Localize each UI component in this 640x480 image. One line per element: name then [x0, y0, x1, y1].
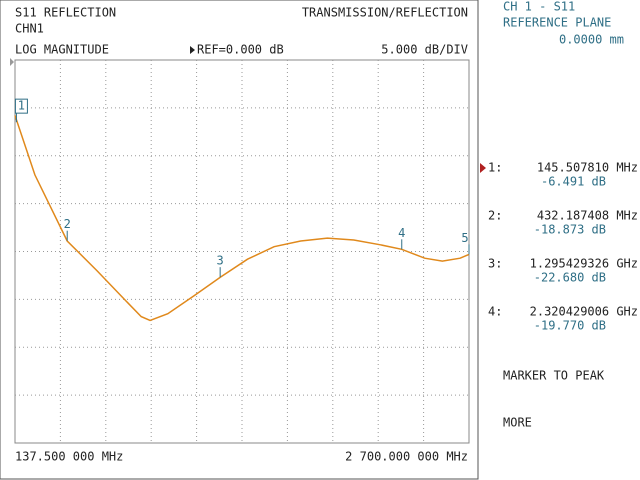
- readout-number: 2:: [488, 209, 502, 223]
- measurement: S11 REFLECTION: [15, 6, 116, 20]
- format: LOG MAGNITUDE: [15, 43, 109, 57]
- readout-frequency: 145.507810 MHz: [537, 161, 638, 175]
- readout-number: 4:: [488, 305, 502, 319]
- readout-frequency: 2.320429006 GHz: [530, 305, 638, 319]
- plane-title: REFERENCE PLANE: [503, 16, 611, 30]
- reference: REF=0.000 dB: [197, 43, 284, 57]
- plot: 1 2 3 4 5: [14, 98, 470, 322]
- channel: CHN1: [15, 22, 44, 36]
- x-tick-label: 2 700.000 000 MHz: [345, 450, 468, 464]
- readout-frequency: 1.295429326 GHz: [530, 257, 638, 271]
- marker-label: 5: [461, 231, 468, 245]
- readout-value: -22.680 dB: [534, 271, 606, 285]
- trace: [14, 115, 470, 322]
- readout-number: 3:: [488, 257, 502, 271]
- marker-box: [14, 98, 28, 114]
- softkey[interactable]: MORE: [503, 416, 532, 430]
- marker-label: 3: [217, 254, 224, 268]
- plane-value: 0.0000 mm: [559, 33, 624, 47]
- scale: 5.000 dB/DIV: [381, 43, 468, 57]
- active-marker: [480, 163, 486, 173]
- marker-label: 1: [18, 99, 25, 113]
- ref-marker: [10, 58, 14, 66]
- x-tick-label: 137.500 000 MHz: [15, 450, 123, 464]
- readout-number: 1:: [488, 161, 502, 175]
- mode: TRANSMISSION/REFLECTION: [302, 6, 468, 20]
- side-channel: CH 1 - S11: [503, 0, 575, 14]
- readout-value: -18.873 dB: [534, 223, 606, 237]
- readout-frequency: 432.187408 MHz: [537, 209, 638, 223]
- marker-label: 2: [64, 217, 71, 231]
- ref-pointer: [190, 46, 195, 54]
- softkey[interactable]: MARKER TO PEAK: [503, 369, 605, 383]
- grid: [15, 60, 469, 443]
- readout-value: -6.491 dB: [541, 175, 606, 189]
- readout-value: -19.770 dB: [534, 319, 606, 333]
- marker-label: 4: [398, 226, 405, 240]
- readouts: 1: 145.507810 MHz-6.491 dB 2: 432.187408 MH…: [488, 161, 638, 430]
- panel-border: [0, 0, 479, 480]
